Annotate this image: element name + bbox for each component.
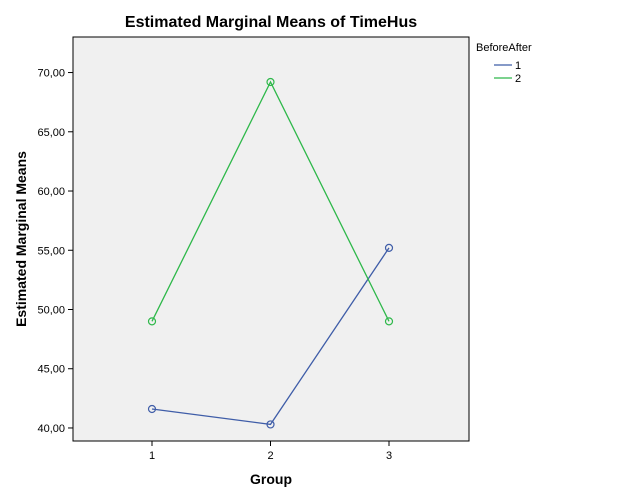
x-tick-label: 3 xyxy=(386,450,392,462)
x-tick-label: 1 xyxy=(149,450,155,462)
data-point xyxy=(384,243,394,252)
series-1 xyxy=(147,243,394,429)
y-axis: 40,00 45,00 50,00 55,00 60,00 65,00 70,00 xyxy=(37,68,73,435)
data-point xyxy=(266,77,275,87)
data-point xyxy=(147,317,157,326)
legend-item: 2 xyxy=(494,73,521,85)
y-tick-label: 45,00 xyxy=(37,364,65,376)
chart-title: Estimated Marginal Means of TimeHus xyxy=(125,14,417,31)
y-tick-label: 50,00 xyxy=(37,304,65,316)
plot-area xyxy=(72,36,470,442)
legend: BeforeAfter 12 xyxy=(476,42,532,85)
data-point xyxy=(266,420,275,429)
series-layer xyxy=(147,77,394,429)
legend-label: 2 xyxy=(515,73,521,85)
y-axis-title: Estimated Marginal Means xyxy=(13,151,29,327)
y-tick-label: 60,00 xyxy=(37,186,65,198)
x-axis: 1 2 3 xyxy=(149,441,392,462)
x-axis-title: Group xyxy=(250,471,292,487)
series-line xyxy=(151,247,390,426)
data-point xyxy=(384,317,394,326)
series-line xyxy=(151,80,390,322)
series-2 xyxy=(147,77,394,326)
legend-label: 1 xyxy=(515,60,521,72)
x-tick-label: 2 xyxy=(267,450,273,462)
y-tick-label: 65,00 xyxy=(37,127,65,139)
legend-items: 12 xyxy=(494,60,521,85)
legend-title: BeforeAfter xyxy=(476,42,532,54)
y-tick-label: 40,00 xyxy=(37,423,65,435)
legend-item: 1 xyxy=(494,60,521,72)
y-tick-label: 70,00 xyxy=(37,68,65,80)
data-point xyxy=(147,404,157,414)
y-tick-label: 55,00 xyxy=(37,245,65,257)
